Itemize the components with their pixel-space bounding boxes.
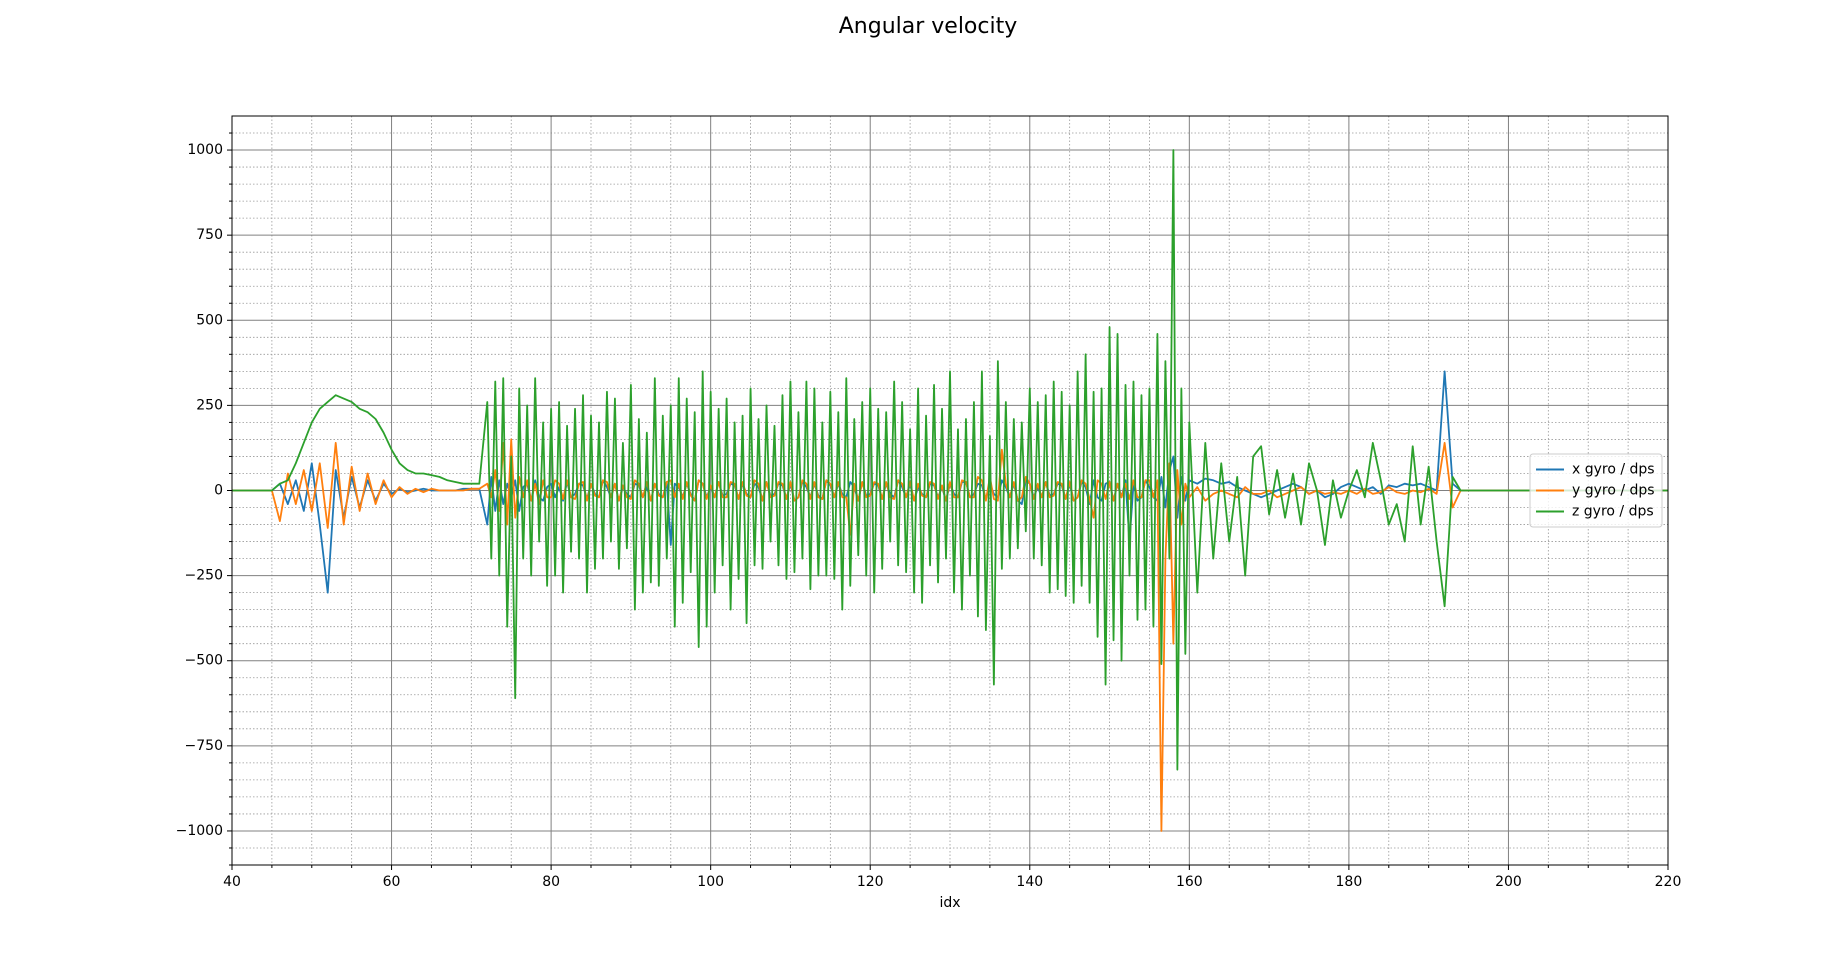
- data-line: [232, 149, 1668, 771]
- plot-area: [232, 149, 1668, 832]
- plot-frame: [231, 115, 1669, 866]
- y-tick-label: 1000: [187, 142, 223, 158]
- chart-title: Angular velocity: [839, 14, 1018, 39]
- y-tick-label: −250: [185, 568, 223, 584]
- x-tick-label: 60: [383, 874, 401, 890]
- x-tick-label: 80: [542, 874, 560, 890]
- y-tick-label: −1000: [176, 823, 223, 839]
- x-tick-label: 160: [1176, 874, 1203, 890]
- y-tick-label: 750: [196, 227, 223, 243]
- x-tick-label: 120: [857, 874, 884, 890]
- y-tick-label: −500: [185, 653, 223, 669]
- legend-label: z gyro / dps: [1572, 504, 1654, 520]
- y-tick-label: 0: [214, 483, 223, 499]
- x-tick-label: 220: [1655, 874, 1682, 890]
- legend-box: [1529, 453, 1663, 528]
- legend: x gyro / dps y gyro / dps z gyro / dps: [1529, 453, 1663, 528]
- legend-label: x gyro / dps: [1572, 462, 1655, 478]
- y-tick-label: −750: [185, 738, 223, 754]
- x-tick-label: 140: [1016, 874, 1043, 890]
- x-tick-label: 40: [223, 874, 241, 890]
- x-tick-label: 180: [1336, 874, 1363, 890]
- y-tick-label: 500: [196, 312, 223, 328]
- legend-label: y gyro / dps: [1572, 483, 1655, 499]
- y-tick-label: 250: [196, 397, 223, 413]
- x-axis-label: idx: [939, 895, 960, 911]
- x-tick-label: 200: [1495, 874, 1522, 890]
- x-tick-label: 100: [697, 874, 724, 890]
